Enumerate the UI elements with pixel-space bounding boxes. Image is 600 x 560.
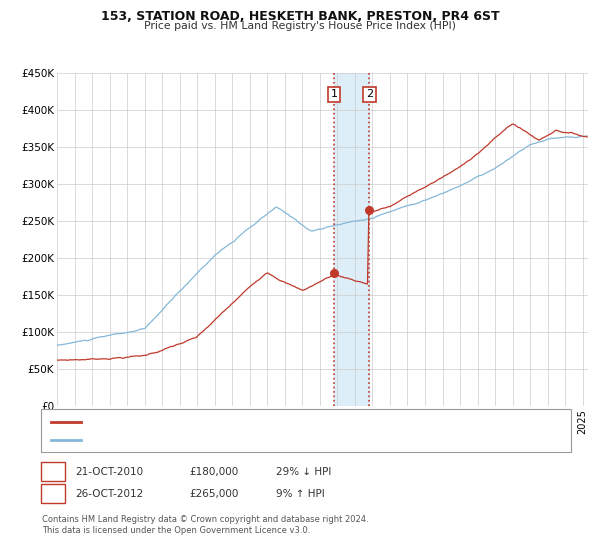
Text: 29% ↓ HPI: 29% ↓ HPI [276,466,331,477]
Text: £265,000: £265,000 [189,489,238,499]
Text: This data is licensed under the Open Government Licence v3.0.: This data is licensed under the Open Gov… [42,526,310,535]
Text: HPI: Average price, detached house, West Lancashire: HPI: Average price, detached house, West… [85,435,346,445]
Text: 1: 1 [331,90,337,100]
Text: 2: 2 [49,489,56,499]
Text: 2: 2 [366,90,373,100]
Text: Contains HM Land Registry data © Crown copyright and database right 2024.: Contains HM Land Registry data © Crown c… [42,515,368,524]
Text: 26-OCT-2012: 26-OCT-2012 [75,489,143,499]
Text: 21-OCT-2010: 21-OCT-2010 [75,466,143,477]
Text: 153, STATION ROAD, HESKETH BANK, PRESTON, PR4 6ST (detached house): 153, STATION ROAD, HESKETH BANK, PRESTON… [85,417,452,427]
Text: £180,000: £180,000 [189,466,238,477]
Text: 9% ↑ HPI: 9% ↑ HPI [276,489,325,499]
Text: 1: 1 [49,466,56,477]
Text: Price paid vs. HM Land Registry's House Price Index (HPI): Price paid vs. HM Land Registry's House … [144,21,456,31]
Text: 153, STATION ROAD, HESKETH BANK, PRESTON, PR4 6ST: 153, STATION ROAD, HESKETH BANK, PRESTON… [101,10,499,22]
Bar [334,73,369,406]
